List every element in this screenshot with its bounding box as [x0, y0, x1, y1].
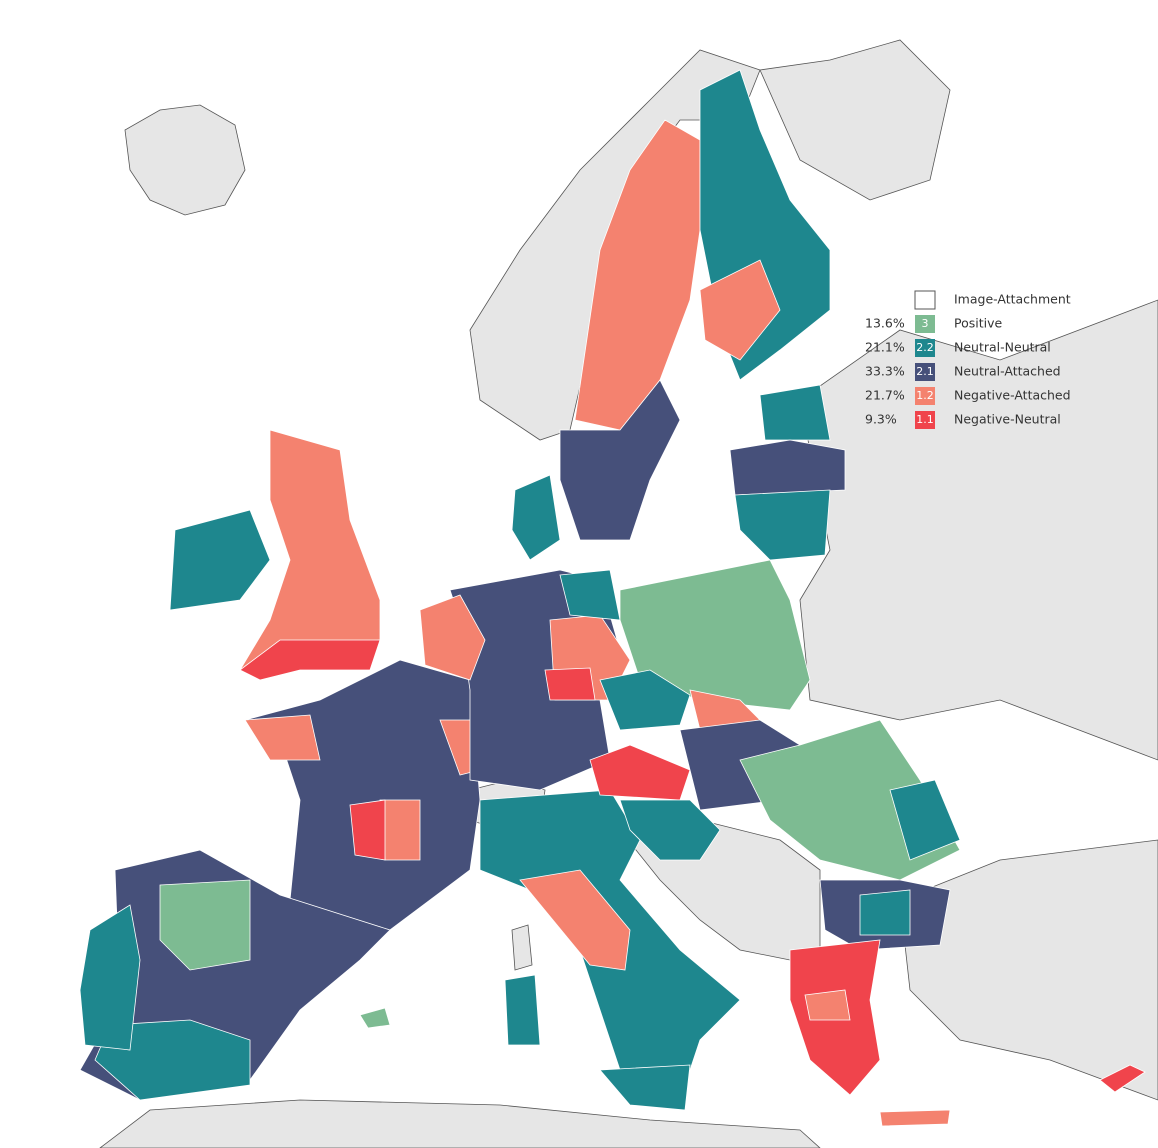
germany-thuringia	[544, 667, 596, 701]
legend-label: Negative-Neutral	[954, 412, 1061, 427]
legend-share: 9.3%	[865, 412, 897, 427]
uk-south	[239, 639, 381, 681]
france-center	[379, 799, 421, 861]
france	[243, 659, 481, 931]
sardinia	[504, 974, 541, 1046]
legend-swatch	[915, 339, 935, 357]
east-europe	[799, 299, 1158, 761]
cyprus	[1099, 1064, 1146, 1093]
benelux	[419, 594, 486, 681]
legend-swatch	[914, 290, 936, 310]
sweden-south	[559, 379, 681, 541]
legend: Image-Attachment 13.6% 3 Positive 21.1% 2.2 Ne…	[865, 290, 1071, 429]
legend-share: 13.6%	[865, 316, 905, 331]
regions	[79, 69, 1146, 1127]
greece-thessaly	[804, 989, 851, 1021]
sicily	[599, 1064, 691, 1111]
legend-code: 2.2	[916, 341, 934, 354]
corsica	[511, 924, 533, 971]
romania-east	[889, 779, 961, 861]
italy-center	[519, 869, 631, 971]
legend-label: Positive	[954, 316, 1002, 331]
legend-swatch	[915, 315, 935, 333]
germany-north	[559, 569, 621, 621]
ireland	[169, 509, 271, 611]
legend-code: 2.1	[916, 365, 934, 378]
poland	[619, 559, 811, 711]
france-brittany	[244, 714, 321, 761]
legend-share: 21.7%	[865, 388, 905, 403]
crete	[879, 1109, 951, 1127]
czechia	[599, 669, 691, 731]
bulgaria-center	[859, 889, 911, 936]
spain-andalusia	[94, 1019, 251, 1101]
legend-share: 33.3%	[865, 364, 905, 379]
slovenia-croatia	[619, 799, 721, 861]
portugal	[79, 904, 141, 1051]
legend-swatch	[915, 387, 935, 405]
estonia	[759, 384, 831, 441]
legend-code: 1.2	[916, 389, 934, 402]
legend-swatch	[915, 363, 935, 381]
latvia	[729, 439, 846, 496]
legend-swatch	[915, 411, 935, 429]
turkey	[899, 839, 1158, 1101]
legend-code: 1.1	[916, 413, 934, 426]
iceland	[124, 104, 246, 216]
denmark	[511, 474, 561, 561]
legend-label: Neutral-Neutral	[954, 340, 1051, 355]
kola	[759, 39, 951, 201]
legend-label: Neutral-Attached	[954, 364, 1061, 379]
legend-label: Image-Attachment	[954, 292, 1071, 307]
balearics	[359, 1007, 391, 1029]
legend-share: 21.1%	[865, 340, 905, 355]
background-land	[99, 39, 1158, 1148]
austria	[589, 744, 691, 801]
france-auvergne	[349, 799, 386, 861]
finland-central	[699, 259, 781, 361]
lithuania	[734, 489, 831, 561]
legend-code: 3	[922, 317, 929, 330]
spain-castile	[159, 879, 251, 971]
north-africa	[99, 1099, 821, 1148]
legend-label: Negative-Attached	[954, 388, 1071, 403]
